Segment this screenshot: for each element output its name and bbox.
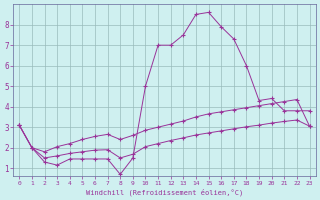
X-axis label: Windchill (Refroidissement éolien,°C): Windchill (Refroidissement éolien,°C) bbox=[86, 188, 243, 196]
